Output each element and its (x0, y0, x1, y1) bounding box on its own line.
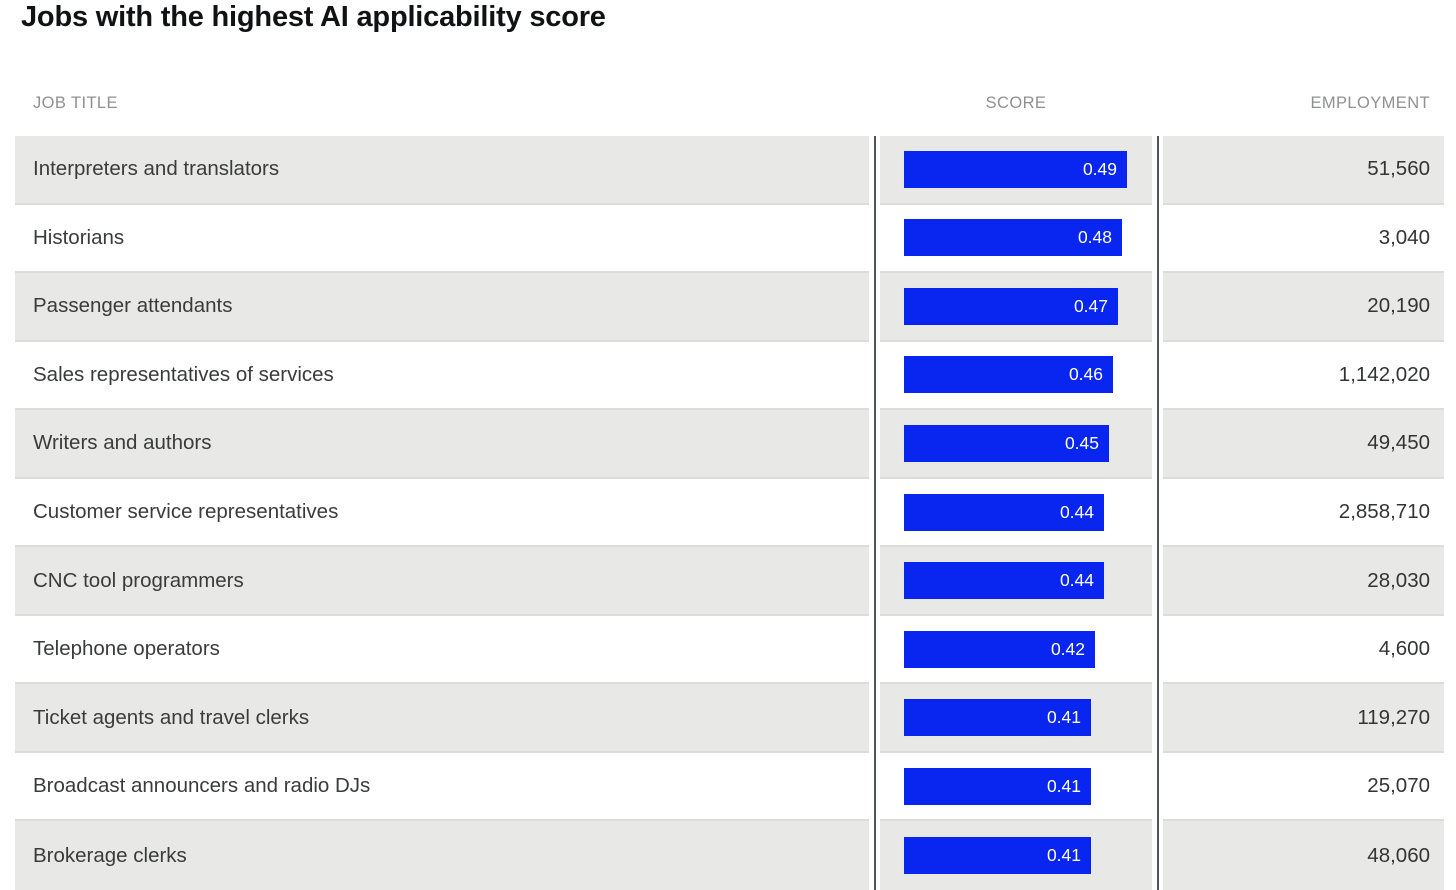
score-cell: 0.44 (880, 479, 1152, 548)
employment-cell: 4,600 (1163, 616, 1444, 685)
employment-cell: 25,070 (1163, 753, 1444, 822)
score-value: 0.41 (1046, 707, 1081, 728)
score-value: 0.44 (1059, 501, 1094, 522)
employment-cell: 2,858,710 (1163, 479, 1444, 548)
score-bar: 0.46 (904, 356, 1113, 394)
score-value: 0.41 (1046, 775, 1081, 796)
employment-cell: 49,450 (1163, 410, 1444, 479)
job-title-cell: Interpreters and translators (15, 136, 869, 205)
job-title-cell: CNC tool programmers (15, 547, 869, 616)
employment-cell: 20,190 (1163, 273, 1444, 342)
job-title-cell: Writers and authors (15, 410, 869, 479)
employment-cell: 48,060 (1163, 821, 1444, 890)
score-value: 0.49 (1082, 158, 1117, 179)
column-header-job-title: JOB TITLE (33, 94, 118, 112)
score-cell: 0.41 (880, 684, 1152, 753)
job-title-cell: Historians (15, 205, 869, 274)
score-bar: 0.44 (904, 493, 1104, 531)
column-header-score: SCORE (985, 94, 1047, 112)
job-title-cell: Broadcast announcers and radio DJs (15, 753, 869, 822)
score-cell: 0.47 (880, 273, 1152, 342)
table-row: Interpreters and translators 0.49 51,560 (0, 136, 1456, 205)
table-row: Writers and authors 0.45 49,450 (0, 410, 1456, 479)
column-header-employment: EMPLOYMENT (1310, 94, 1430, 112)
score-bar: 0.49 (904, 150, 1127, 188)
table-row: Brokerage clerks 0.41 48,060 (0, 821, 1456, 890)
table-row: Broadcast announcers and radio DJs 0.41 … (0, 752, 1456, 822)
score-bar: 0.48 (904, 219, 1122, 257)
score-bar: 0.47 (904, 287, 1118, 325)
score-value: 0.45 (1064, 432, 1099, 453)
score-cell: 0.41 (880, 753, 1152, 822)
score-cell: 0.48 (880, 205, 1152, 274)
job-title-cell: Telephone operators (15, 616, 869, 685)
score-cell: 0.45 (880, 410, 1152, 479)
table-row: Customer service representatives 0.44 2,… (0, 478, 1456, 548)
employment-cell: 28,030 (1163, 547, 1444, 616)
score-bar: 0.41 (904, 699, 1091, 737)
job-title-cell: Sales representatives of services (15, 342, 869, 411)
table-row: Sales representatives of services 0.46 1… (0, 341, 1456, 411)
score-cell: 0.42 (880, 616, 1152, 685)
employment-cell: 1,142,020 (1163, 342, 1444, 411)
score-value: 0.48 (1077, 227, 1112, 248)
score-bar: 0.45 (904, 424, 1109, 462)
column-divider-left (874, 136, 876, 890)
score-value: 0.41 (1046, 845, 1081, 866)
table-row: CNC tool programmers 0.44 28,030 (0, 547, 1456, 616)
score-cell: 0.44 (880, 547, 1152, 616)
score-bar: 0.44 (904, 562, 1104, 600)
table-row: Ticket agents and travel clerks 0.41 119… (0, 684, 1456, 753)
column-divider-right (1157, 136, 1159, 890)
score-cell: 0.46 (880, 342, 1152, 411)
score-cell: 0.41 (880, 821, 1152, 890)
score-bar: 0.41 (904, 837, 1091, 875)
employment-cell: 119,270 (1163, 684, 1444, 753)
page-title: Jobs with the highest AI applicability s… (21, 1, 606, 33)
score-value: 0.42 (1050, 638, 1085, 659)
table-row: Passenger attendants 0.47 20,190 (0, 273, 1456, 342)
score-value: 0.46 (1068, 364, 1103, 385)
score-value: 0.47 (1073, 295, 1108, 316)
table-row: Historians 0.48 3,040 (0, 204, 1456, 274)
job-title-cell: Ticket agents and travel clerks (15, 684, 869, 753)
employment-cell: 3,040 (1163, 205, 1444, 274)
jobs-table: Interpreters and translators 0.49 51,560… (0, 136, 1456, 890)
score-value: 0.44 (1059, 570, 1094, 591)
job-title-cell: Passenger attendants (15, 273, 869, 342)
score-bar: 0.42 (904, 630, 1095, 668)
score-cell: 0.49 (880, 136, 1152, 205)
score-bar: 0.41 (904, 767, 1091, 805)
job-title-cell: Brokerage clerks (15, 821, 869, 890)
employment-cell: 51,560 (1163, 136, 1444, 205)
table-row: Telephone operators 0.42 4,600 (0, 615, 1456, 685)
job-title-cell: Customer service representatives (15, 479, 869, 548)
column-header-row: JOB TITLE SCORE EMPLOYMENT (0, 94, 1456, 118)
